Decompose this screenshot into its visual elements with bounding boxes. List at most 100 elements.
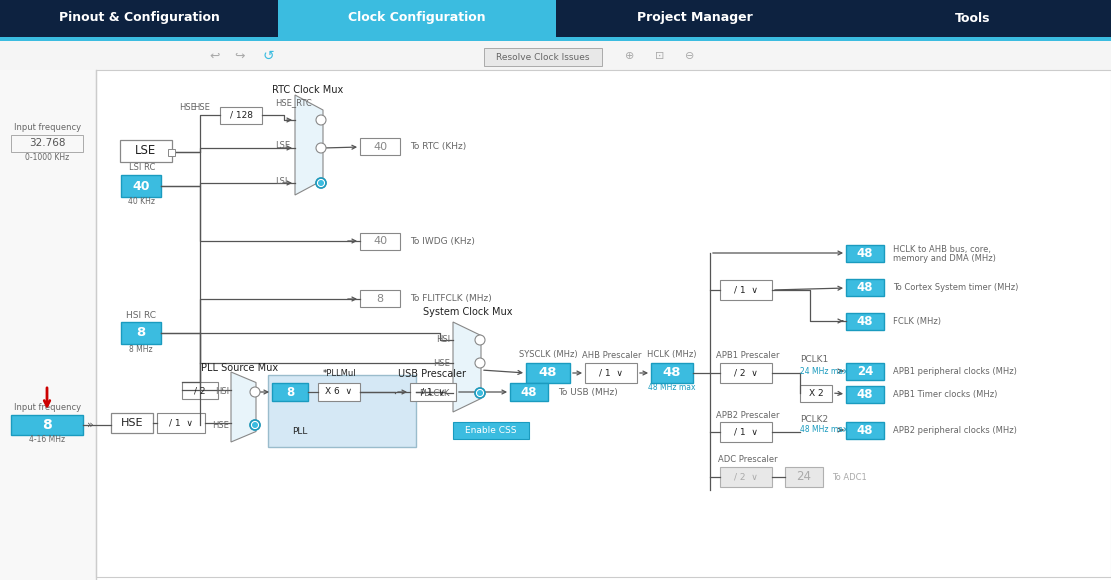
Text: To USB (MHz): To USB (MHz) (558, 387, 618, 397)
Text: APB2 Prescaler: APB2 Prescaler (717, 411, 780, 419)
Circle shape (476, 358, 486, 368)
Text: To ADC1: To ADC1 (832, 473, 867, 481)
Bar (0, 70, 1111, 580)
Bar (484, 48, 602, 66)
Bar (157, 413, 206, 433)
Text: LSE: LSE (276, 140, 290, 150)
Text: AHB Prescaler: AHB Prescaler (582, 350, 642, 360)
Text: / 2: / 2 (194, 386, 206, 395)
Text: System Clock Mux: System Clock Mux (423, 307, 513, 317)
Text: 8 MHz: 8 MHz (129, 346, 153, 354)
Text: 48: 48 (539, 367, 558, 379)
Text: / 128: / 128 (230, 111, 252, 120)
Bar (834, 0, 1111, 37)
Circle shape (476, 388, 486, 398)
Circle shape (316, 178, 326, 188)
Text: Input frequency: Input frequency (14, 124, 81, 132)
Text: APB1 peripheral clocks (MHz): APB1 peripheral clocks (MHz) (893, 367, 1017, 376)
Bar (651, 363, 693, 383)
Text: / 2  ∨: / 2 ∨ (734, 473, 758, 481)
Text: Tools: Tools (954, 12, 990, 24)
Text: / 1  ∨: / 1 ∨ (734, 427, 758, 437)
Bar (510, 383, 548, 401)
Circle shape (477, 390, 483, 396)
Text: Input frequency: Input frequency (14, 403, 81, 411)
Bar (360, 138, 400, 155)
Circle shape (316, 115, 326, 125)
Bar (453, 422, 529, 439)
Text: 8: 8 (42, 418, 52, 432)
Polygon shape (296, 95, 323, 195)
Text: APB1 Timer clocks (MHz): APB1 Timer clocks (MHz) (893, 390, 998, 399)
Circle shape (250, 420, 260, 430)
Bar (720, 422, 772, 442)
Text: HSE_RTC: HSE_RTC (276, 99, 312, 107)
Text: HCLK to AHB bus, core,: HCLK to AHB bus, core, (893, 245, 991, 254)
Text: ⊡: ⊡ (655, 51, 664, 61)
Text: HSE: HSE (121, 418, 143, 428)
Bar (360, 290, 400, 307)
Text: HSI: HSI (214, 387, 229, 397)
Bar (272, 383, 308, 401)
Text: LSE: LSE (136, 144, 157, 158)
Text: LSI RC: LSI RC (129, 164, 156, 172)
Bar (0, 41, 1111, 70)
Bar (220, 107, 262, 124)
Bar (121, 322, 161, 344)
Bar (120, 140, 172, 162)
Text: HSE: HSE (193, 103, 210, 113)
Text: PCLK1: PCLK1 (800, 356, 828, 364)
Bar (845, 386, 884, 403)
Text: 48: 48 (857, 281, 873, 294)
Text: HSE: HSE (433, 358, 450, 368)
Circle shape (250, 387, 260, 397)
Circle shape (316, 143, 326, 153)
Text: Pinout & Configuration: Pinout & Configuration (59, 12, 220, 24)
Bar (318, 383, 360, 401)
Text: ADC Prescaler: ADC Prescaler (718, 455, 778, 465)
Bar (845, 245, 884, 262)
Text: 48 MHz max: 48 MHz max (800, 426, 848, 434)
Text: ⊕: ⊕ (625, 51, 634, 61)
Text: *PLLMul: *PLLMul (323, 369, 357, 379)
Text: Project Manager: Project Manager (637, 12, 753, 24)
Text: 8: 8 (286, 386, 294, 398)
Text: ↪: ↪ (234, 49, 246, 63)
Text: 40: 40 (132, 179, 150, 193)
Polygon shape (231, 372, 256, 442)
Text: / 1  ∨: / 1 ∨ (599, 368, 623, 378)
Text: memory and DMA (MHz): memory and DMA (MHz) (893, 254, 995, 263)
Text: 48: 48 (663, 367, 681, 379)
Text: HCLK (MHz): HCLK (MHz) (648, 350, 697, 360)
Text: To IWDG (KHz): To IWDG (KHz) (410, 237, 474, 246)
Bar (96, 70, 1111, 577)
Text: 4-16 MHz: 4-16 MHz (29, 436, 66, 444)
Text: 32.768: 32.768 (29, 139, 66, 148)
Circle shape (252, 422, 258, 428)
Text: 40 KHz: 40 KHz (128, 198, 154, 206)
Text: ↺: ↺ (262, 49, 273, 63)
Text: Enable CSS: Enable CSS (466, 426, 517, 435)
Circle shape (476, 335, 486, 345)
Text: 48: 48 (857, 388, 873, 401)
Text: To RTC (KHz): To RTC (KHz) (410, 142, 467, 151)
Text: 0-1000 KHz: 0-1000 KHz (24, 153, 69, 161)
Text: Resolve Clock Issues: Resolve Clock Issues (497, 53, 590, 61)
Text: 48: 48 (857, 247, 873, 260)
Bar (182, 382, 218, 399)
Text: HSE: HSE (180, 103, 197, 111)
Text: ⊖: ⊖ (685, 51, 694, 61)
Text: 48: 48 (521, 386, 538, 398)
Text: 24: 24 (857, 365, 873, 378)
Text: RTC Clock Mux: RTC Clock Mux (272, 85, 343, 95)
Text: APB2 peripheral clocks (MHz): APB2 peripheral clocks (MHz) (893, 426, 1017, 435)
Polygon shape (453, 322, 481, 412)
Bar (11, 135, 83, 152)
Text: / 1  ∨: / 1 ∨ (169, 419, 193, 427)
Text: HSE: HSE (212, 420, 229, 430)
Bar (845, 279, 884, 296)
Bar (360, 233, 400, 250)
Text: ↩: ↩ (210, 49, 220, 63)
Text: PLLCLK: PLLCLK (420, 389, 450, 397)
Text: X 6  ∨: X 6 ∨ (326, 387, 352, 397)
